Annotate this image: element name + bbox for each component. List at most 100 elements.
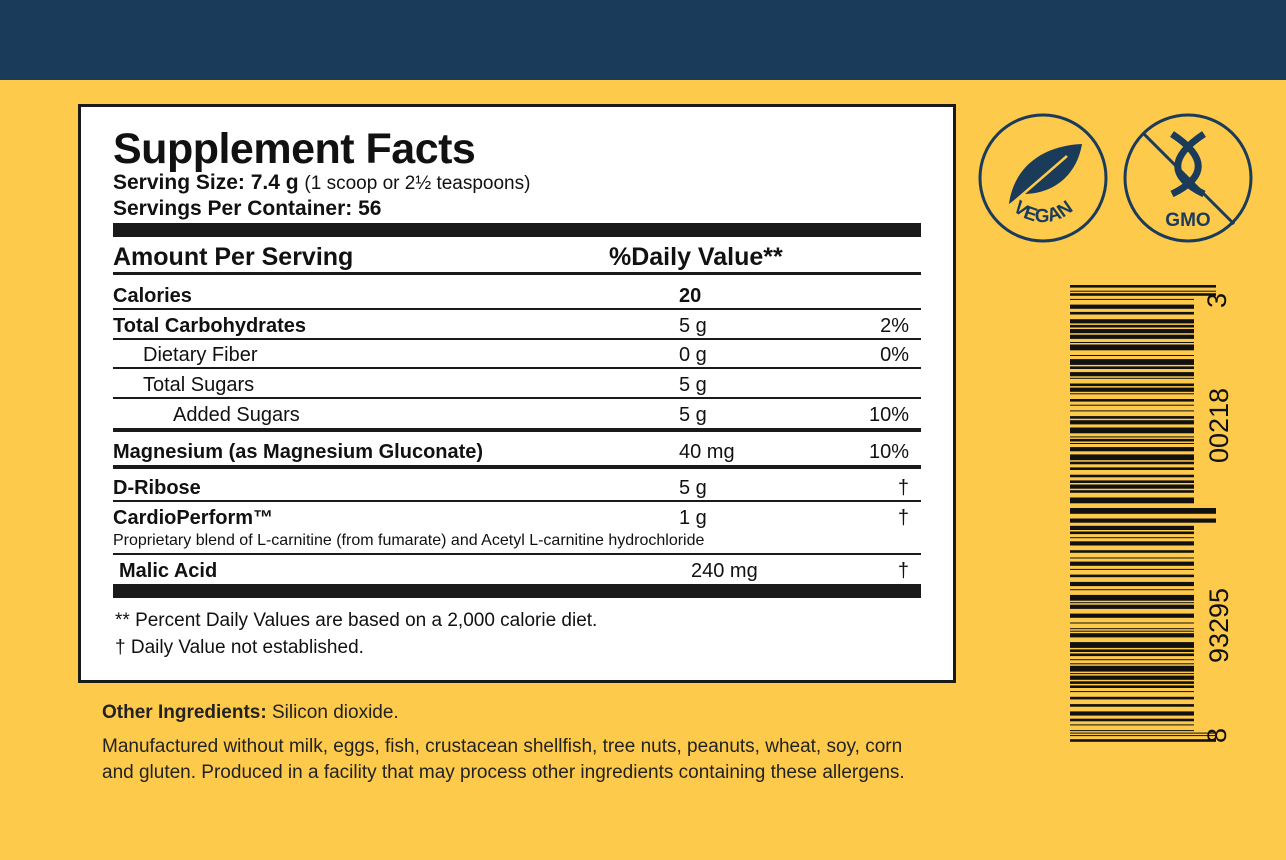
barcode-bar bbox=[1070, 383, 1194, 387]
divider bbox=[113, 308, 921, 310]
divider bbox=[113, 465, 921, 469]
barcode-bar bbox=[1070, 285, 1216, 288]
barcode-bar bbox=[1070, 732, 1216, 734]
servings-per-container: Servings Per Container: 56 bbox=[113, 197, 382, 220]
barcode-bar bbox=[1070, 290, 1216, 292]
barcode-bar bbox=[1070, 490, 1194, 493]
barcode-bar bbox=[1070, 685, 1194, 688]
panel-title: Supplement Facts bbox=[113, 125, 476, 173]
barcode-bar bbox=[1070, 691, 1194, 693]
barcode-bar bbox=[1070, 718, 1194, 722]
barcode-bar bbox=[1070, 550, 1194, 553]
allergen-statement: Manufactured without milk, eggs, fish, c… bbox=[102, 736, 903, 757]
footnote: ** Percent Daily Values are based on a 2… bbox=[115, 610, 598, 631]
barcode-bar bbox=[1070, 704, 1194, 707]
barcode-bar bbox=[1070, 681, 1194, 684]
barcode-bar bbox=[1070, 436, 1194, 438]
barcode-bar bbox=[1070, 484, 1194, 489]
divider bbox=[113, 272, 921, 275]
barcode-bar bbox=[1070, 604, 1194, 609]
barcode-bar bbox=[1070, 372, 1194, 377]
barcode-bar bbox=[1070, 665, 1194, 672]
allergen-statement: and gluten. Produced in a facility that … bbox=[102, 762, 905, 783]
barcode-bar bbox=[1070, 568, 1194, 570]
barcode-bar bbox=[1070, 355, 1194, 356]
barcode-bar bbox=[1070, 480, 1194, 483]
barcode-bar bbox=[1070, 557, 1194, 559]
svg-text:VEGAN: VEGAN bbox=[1009, 197, 1077, 227]
blend-note: Proprietary blend of L-carnitine (from f… bbox=[113, 532, 705, 549]
barcode-bar bbox=[1070, 589, 1194, 591]
barcode-bar bbox=[1070, 438, 1194, 442]
barcode-bar bbox=[1070, 594, 1194, 601]
barcode-bar bbox=[1070, 334, 1194, 339]
barcode-bar bbox=[1070, 649, 1194, 652]
barcode-digits: 8 93295 00218 3 bbox=[1202, 292, 1235, 744]
barcode-bar bbox=[1070, 628, 1194, 630]
barcode-bar bbox=[1070, 420, 1194, 425]
barcode-bar bbox=[1070, 467, 1194, 470]
barcode-bar bbox=[1070, 561, 1194, 566]
barcode-bar bbox=[1070, 518, 1216, 523]
barcode bbox=[1070, 285, 1216, 742]
barcode-bar bbox=[1070, 427, 1194, 434]
barcode-bar bbox=[1070, 541, 1194, 546]
barcode-bar bbox=[1070, 461, 1194, 465]
barcode-bar bbox=[1070, 454, 1194, 461]
divider bbox=[113, 500, 921, 502]
barcode-bar bbox=[1070, 659, 1194, 661]
dna-crossed-icon bbox=[1170, 131, 1206, 198]
barcode-bar bbox=[1070, 711, 1194, 716]
barcode-bar bbox=[1070, 642, 1194, 648]
barcode-bar bbox=[1070, 602, 1194, 604]
barcode-bar bbox=[1070, 366, 1194, 369]
divider bbox=[113, 584, 921, 598]
barcode-bar bbox=[1070, 342, 1194, 343]
barcode-bar bbox=[1070, 497, 1194, 504]
barcode-bar bbox=[1070, 630, 1194, 632]
divider bbox=[113, 223, 921, 237]
divider bbox=[113, 338, 921, 340]
barcode-bar bbox=[1070, 404, 1194, 406]
divider bbox=[113, 553, 921, 555]
barcode-bar bbox=[1070, 399, 1194, 402]
barcode-bar bbox=[1070, 410, 1194, 412]
header-band bbox=[0, 0, 1286, 80]
barcode-bar bbox=[1070, 508, 1216, 514]
supplement-facts-panel: Supplement Facts Serving Size: 7.4 g (1 … bbox=[78, 104, 956, 683]
barcode-bar bbox=[1070, 739, 1216, 742]
barcode-bar bbox=[1070, 293, 1216, 296]
barcode-bar bbox=[1070, 531, 1194, 535]
barcode-bar bbox=[1070, 298, 1194, 300]
vegan-badge: VEGAN bbox=[978, 113, 1108, 243]
divider bbox=[113, 367, 921, 369]
barcode-bar bbox=[1070, 525, 1194, 530]
barcode-bar bbox=[1070, 447, 1194, 452]
barcode-bar bbox=[1070, 329, 1194, 334]
barcode-bar bbox=[1070, 474, 1194, 478]
table-header: Amount Per Serving %Daily Value** bbox=[113, 243, 783, 271]
barcode-bar bbox=[1070, 673, 1194, 675]
barcode-bar bbox=[1070, 653, 1194, 657]
divider bbox=[113, 428, 921, 432]
other-ingredients: Other Ingredients: Silicon dioxide. bbox=[102, 702, 399, 723]
barcode-bar bbox=[1070, 344, 1194, 351]
barcode-bar bbox=[1070, 663, 1194, 665]
barcode-bar bbox=[1070, 443, 1194, 444]
barcode-bar bbox=[1070, 581, 1194, 587]
barcode-bar bbox=[1070, 537, 1194, 539]
divider bbox=[113, 397, 921, 399]
barcode-bar bbox=[1070, 675, 1194, 680]
svg-text:GMO: GMO bbox=[1165, 210, 1210, 231]
non-gmo-badge: GMO bbox=[1123, 113, 1253, 243]
footnote: † Daily Value not established. bbox=[115, 637, 364, 658]
barcode-bar bbox=[1070, 393, 1194, 395]
serving-size: Serving Size: 7.4 g (1 scoop or 2½ teasp… bbox=[113, 171, 531, 194]
barcode-bar bbox=[1070, 633, 1194, 638]
barcode-bar bbox=[1070, 377, 1194, 379]
barcode-bar bbox=[1070, 324, 1194, 328]
barcode-bar bbox=[1070, 696, 1194, 700]
barcode-bar bbox=[1070, 311, 1194, 315]
barcode-bar bbox=[1070, 304, 1194, 309]
barcode-bar bbox=[1070, 319, 1194, 324]
